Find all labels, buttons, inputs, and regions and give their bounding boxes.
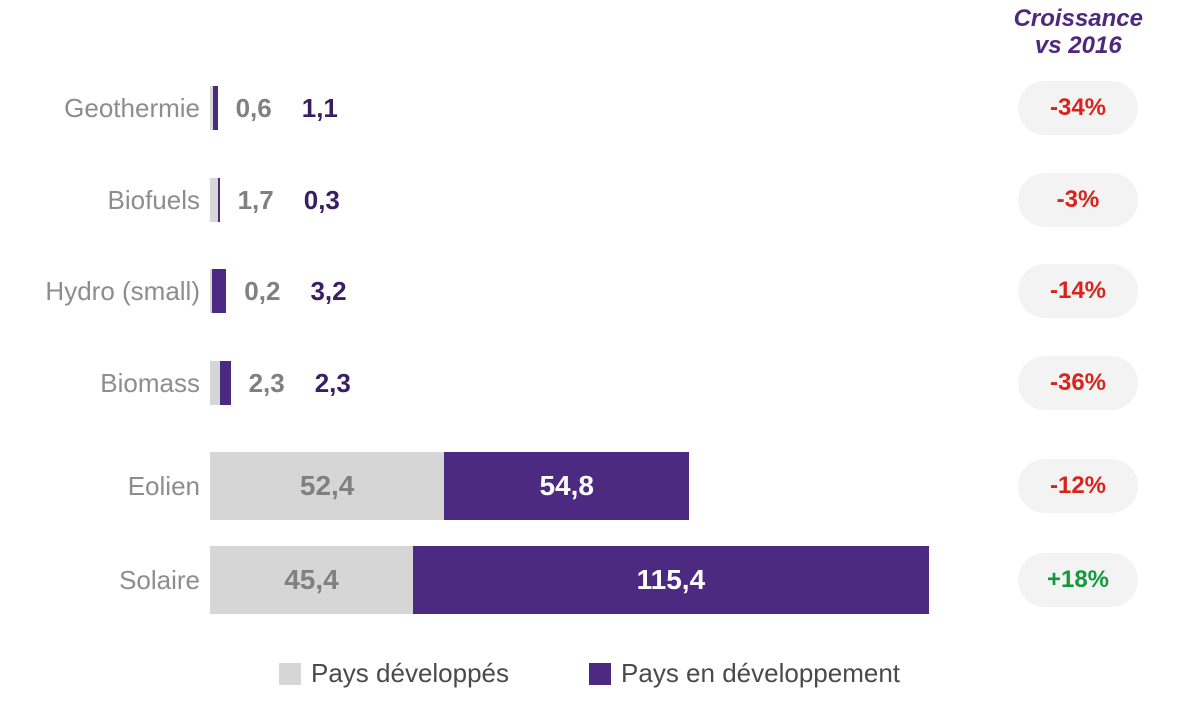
bar-developing: [218, 178, 220, 222]
value-developing: 1,1: [302, 93, 338, 124]
bar-developing: [213, 86, 218, 130]
value-developing: 54,8: [444, 452, 689, 520]
growth-header-line1: Croissance: [1014, 6, 1143, 33]
category-label: Eolien: [0, 471, 200, 502]
growth-badge: -14%: [1018, 264, 1138, 318]
category-label: Biomass: [0, 368, 200, 399]
legend-developing-label: Pays en développement: [621, 658, 900, 689]
legend-developing: Pays en développement: [589, 658, 900, 689]
chart-row: Solaire 45,4115,4 +18%: [0, 546, 1179, 614]
bar-area: 0,6 1,1: [210, 86, 338, 130]
value-developed: 52,4: [210, 452, 444, 520]
bar-developing: 54,8: [444, 452, 689, 520]
value-developed: 0,2: [244, 276, 280, 307]
legend-developed: Pays développés: [279, 658, 509, 689]
energy-investment-chart: Croissance vs 2016 Geothermie 0,6 1,1 -34% B…: [0, 0, 1179, 701]
legend-swatch-developing: [589, 663, 611, 685]
legend-developed-label: Pays développés: [311, 658, 509, 689]
bar-developed: 52,4: [210, 452, 444, 520]
value-developing: 2,3: [315, 368, 351, 399]
chart-row: Geothermie0,61,1-34%: [0, 86, 1179, 130]
growth-badge: -34%: [1018, 81, 1138, 135]
value-developing: 0,3: [304, 185, 340, 216]
bar-developing: 115,4: [413, 546, 929, 614]
legend: Pays développés Pays en développement: [0, 658, 1179, 689]
category-label: Solaire: [0, 565, 200, 596]
bar-area: 52,454,8: [210, 452, 689, 520]
bar-area: 1,7 0,3: [210, 178, 340, 222]
chart-row: Hydro (small)0,23,2-14%: [0, 269, 1179, 313]
category-label: Geothermie: [0, 93, 200, 124]
value-developed: 0,6: [236, 93, 272, 124]
value-developing: 115,4: [413, 546, 929, 614]
bar-developed: [210, 178, 218, 222]
legend-swatch-developed: [279, 663, 301, 685]
bar-developing: [220, 361, 230, 405]
growth-header-line2: vs 2016: [1014, 33, 1143, 60]
growth-header: Croissance vs 2016: [1014, 6, 1143, 60]
value-developed: 2,3: [249, 368, 285, 399]
bar-area: 45,4115,4: [210, 546, 929, 614]
bar-developed: 45,4: [210, 546, 413, 614]
category-label: Hydro (small): [0, 276, 200, 307]
value-developed: 45,4: [210, 546, 413, 614]
bar-area: 0,2 3,2: [210, 269, 347, 313]
bar-developed: [210, 361, 220, 405]
growth-badge: -3%: [1018, 173, 1138, 227]
value-developed: 1,7: [238, 185, 274, 216]
bar-area: 2,3 2,3: [210, 361, 351, 405]
chart-row: Biomass2,32,3-36%: [0, 361, 1179, 405]
category-label: Biofuels: [0, 185, 200, 216]
chart-row: Biofuels1,70,3-3%: [0, 178, 1179, 222]
growth-badge: +18%: [1018, 553, 1138, 607]
growth-badge: -36%: [1018, 356, 1138, 410]
value-developing: 3,2: [310, 276, 346, 307]
growth-badge: -12%: [1018, 459, 1138, 513]
chart-row: Eolien 52,454,8 -12%: [0, 452, 1179, 520]
bar-developing: [212, 269, 226, 313]
